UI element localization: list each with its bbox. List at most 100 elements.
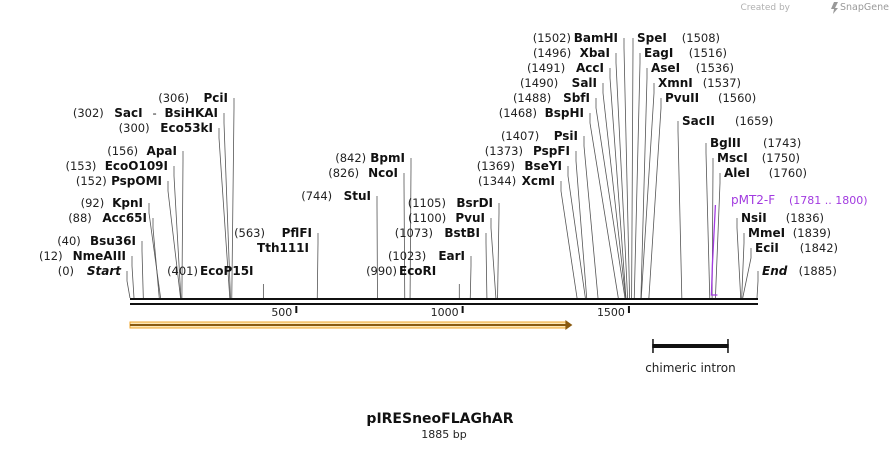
site-sacii[interactable]: SacII (1659)	[682, 114, 773, 128]
site-bsrdi[interactable]: BsrDI (1105)	[408, 196, 493, 210]
feature-cap-right	[727, 339, 729, 353]
site-ecop15i[interactable]: (401) EcoP15I	[167, 264, 253, 278]
site-name: PspFI	[533, 144, 570, 158]
site-ncoi[interactable]: NcoI (826)	[328, 166, 398, 180]
site-position: (1839)	[793, 226, 831, 240]
site-position: (1496)	[533, 46, 571, 60]
site-position: (302)	[73, 106, 104, 120]
site-mmei[interactable]: MmeI (1839)	[748, 226, 831, 240]
site-name: PvuII	[665, 91, 699, 105]
site-bsphi[interactable]: BspHI (1468)	[499, 106, 584, 120]
site-bglii[interactable]: BglII (1743)	[710, 136, 801, 150]
site-name: MscI	[717, 151, 748, 165]
site-name: NsiI	[741, 211, 767, 225]
site-sali[interactable]: SalI (1490)	[520, 76, 597, 90]
site-position: (826)	[328, 166, 359, 180]
site-tth111i[interactable]: Tth111I	[257, 241, 309, 255]
site-name: SbfI	[563, 91, 590, 105]
site-pvui[interactable]: PvuI (1100)	[408, 211, 485, 225]
site-position: (1023)	[388, 249, 426, 263]
site-name: Eco53kI	[160, 121, 213, 135]
site-stui[interactable]: StuI (744)	[301, 189, 371, 203]
site-position: (1502)	[533, 31, 571, 45]
site-leader	[715, 173, 721, 299]
site-ecii[interactable]: EciI (1842)	[755, 241, 838, 255]
site-start[interactable]: Start (0)	[58, 264, 123, 278]
site-bseyi[interactable]: BseYI (1369)	[477, 159, 562, 173]
site-leader	[469, 256, 472, 299]
feature-label: chimeric intron	[645, 361, 736, 375]
site-name: SacI	[114, 106, 142, 120]
site-saci[interactable]: SacI BsiHKAI- (302)	[73, 106, 218, 120]
site-pflfi[interactable]: PflFI (563)	[234, 226, 312, 240]
site-name: EagI	[644, 46, 673, 60]
site-labels: Start(0)NmeAIII(12)Bsu36I(40) Acc65I(88)K…	[39, 31, 838, 278]
site-bstbi[interactable]: BstBI (1073)	[395, 226, 480, 240]
site-acc65i[interactable]: Acc65I (88)	[68, 211, 147, 225]
site-leader	[148, 203, 161, 299]
site-asei[interactable]: AseI (1536)	[651, 61, 734, 75]
site-bpmi[interactable]: BpmI (842)	[335, 151, 405, 165]
snapgene-logo-icon	[831, 2, 838, 14]
site-leader	[409, 158, 412, 299]
site-pspfi[interactable]: PspFI (1373)	[485, 144, 570, 158]
site-bamhi[interactable]: BamHI(1502)	[533, 31, 618, 45]
site-sbfi[interactable]: SbfI (1488)	[513, 91, 590, 105]
site-position: (1100)	[408, 211, 446, 225]
feature-chimeric-intron[interactable]: chimeric intron	[645, 339, 736, 375]
site-eari[interactable]: EarI (1023)	[388, 249, 465, 263]
site-name: BglII	[710, 136, 741, 150]
site-ecoo109i[interactable]: EcoO109I (153)	[65, 159, 168, 173]
site-name: XcmI	[522, 174, 555, 188]
site-kpni[interactable]: KpnI (92)	[81, 196, 143, 210]
site-leader	[231, 98, 235, 299]
site-eagi[interactable]: EagI (1516)	[644, 46, 727, 60]
site-pspomi[interactable]: PspOMI (152)	[76, 174, 162, 188]
site-position: (1760)	[769, 166, 807, 180]
site-end[interactable]: End (1885)	[762, 264, 837, 278]
site-position: (1369)	[477, 159, 515, 173]
site-name: BamHI	[574, 31, 618, 45]
site-name: AleI	[724, 166, 750, 180]
site-nsii[interactable]: NsiI (1836)	[741, 211, 824, 225]
site-apai[interactable]: ApaI (156)	[107, 144, 177, 158]
site-eco53ki[interactable]: Eco53kI (300)	[119, 121, 213, 135]
site-name: PvuI	[455, 211, 485, 225]
plasmid-length: 1885 bp	[421, 428, 466, 441]
site-alei[interactable]: AleI (1760)	[724, 166, 807, 180]
orf-core	[130, 324, 567, 326]
site-ecori[interactable]: (990) EcoRI	[366, 264, 436, 278]
site-xcmi[interactable]: XcmI (1344)	[478, 174, 555, 188]
site-name: SalI	[572, 76, 597, 90]
site-leader	[152, 218, 160, 299]
site-bsu36i[interactable]: Bsu36I (40)	[57, 234, 136, 248]
site-position: (1373)	[485, 144, 523, 158]
dna-backbone[interactable]	[130, 298, 758, 305]
site-leader	[485, 233, 488, 299]
ruler-tick-label: 500	[271, 306, 292, 319]
site-spei[interactable]: SpeI (1508)	[637, 31, 720, 45]
primer-pmt2-f[interactable]: pMT2-F (1781 .. 1800)	[710, 193, 868, 296]
site-leader	[756, 271, 759, 299]
site-position: (0)	[58, 264, 74, 278]
site-name: XbaI	[580, 46, 610, 60]
site-name: ApaI	[147, 144, 177, 158]
site-psii[interactable]: PsiI (1407)	[501, 129, 578, 143]
site-leader	[567, 166, 586, 299]
site-xbai[interactable]: XbaI (1496)	[533, 46, 610, 60]
site-name: AseI	[651, 61, 680, 75]
site-pvuii[interactable]: PvuII (1560)	[665, 91, 756, 105]
site-leader	[560, 181, 578, 299]
site-xmni[interactable]: XmnI (1537)	[658, 76, 741, 90]
site-nmeaiii[interactable]: NmeAIII (12)	[39, 249, 126, 263]
primer-marker	[710, 204, 718, 296]
site-name: PciI	[204, 91, 229, 105]
orf-arrow[interactable]	[129, 320, 573, 330]
site-pcii[interactable]: PciI (306)	[158, 91, 228, 105]
site-acci[interactable]: AccI (1491)	[527, 61, 604, 75]
site-leader	[602, 83, 627, 299]
site-position: (401)	[167, 264, 198, 278]
feature-bar	[652, 344, 729, 348]
site-msci[interactable]: MscI (1750)	[717, 151, 800, 165]
